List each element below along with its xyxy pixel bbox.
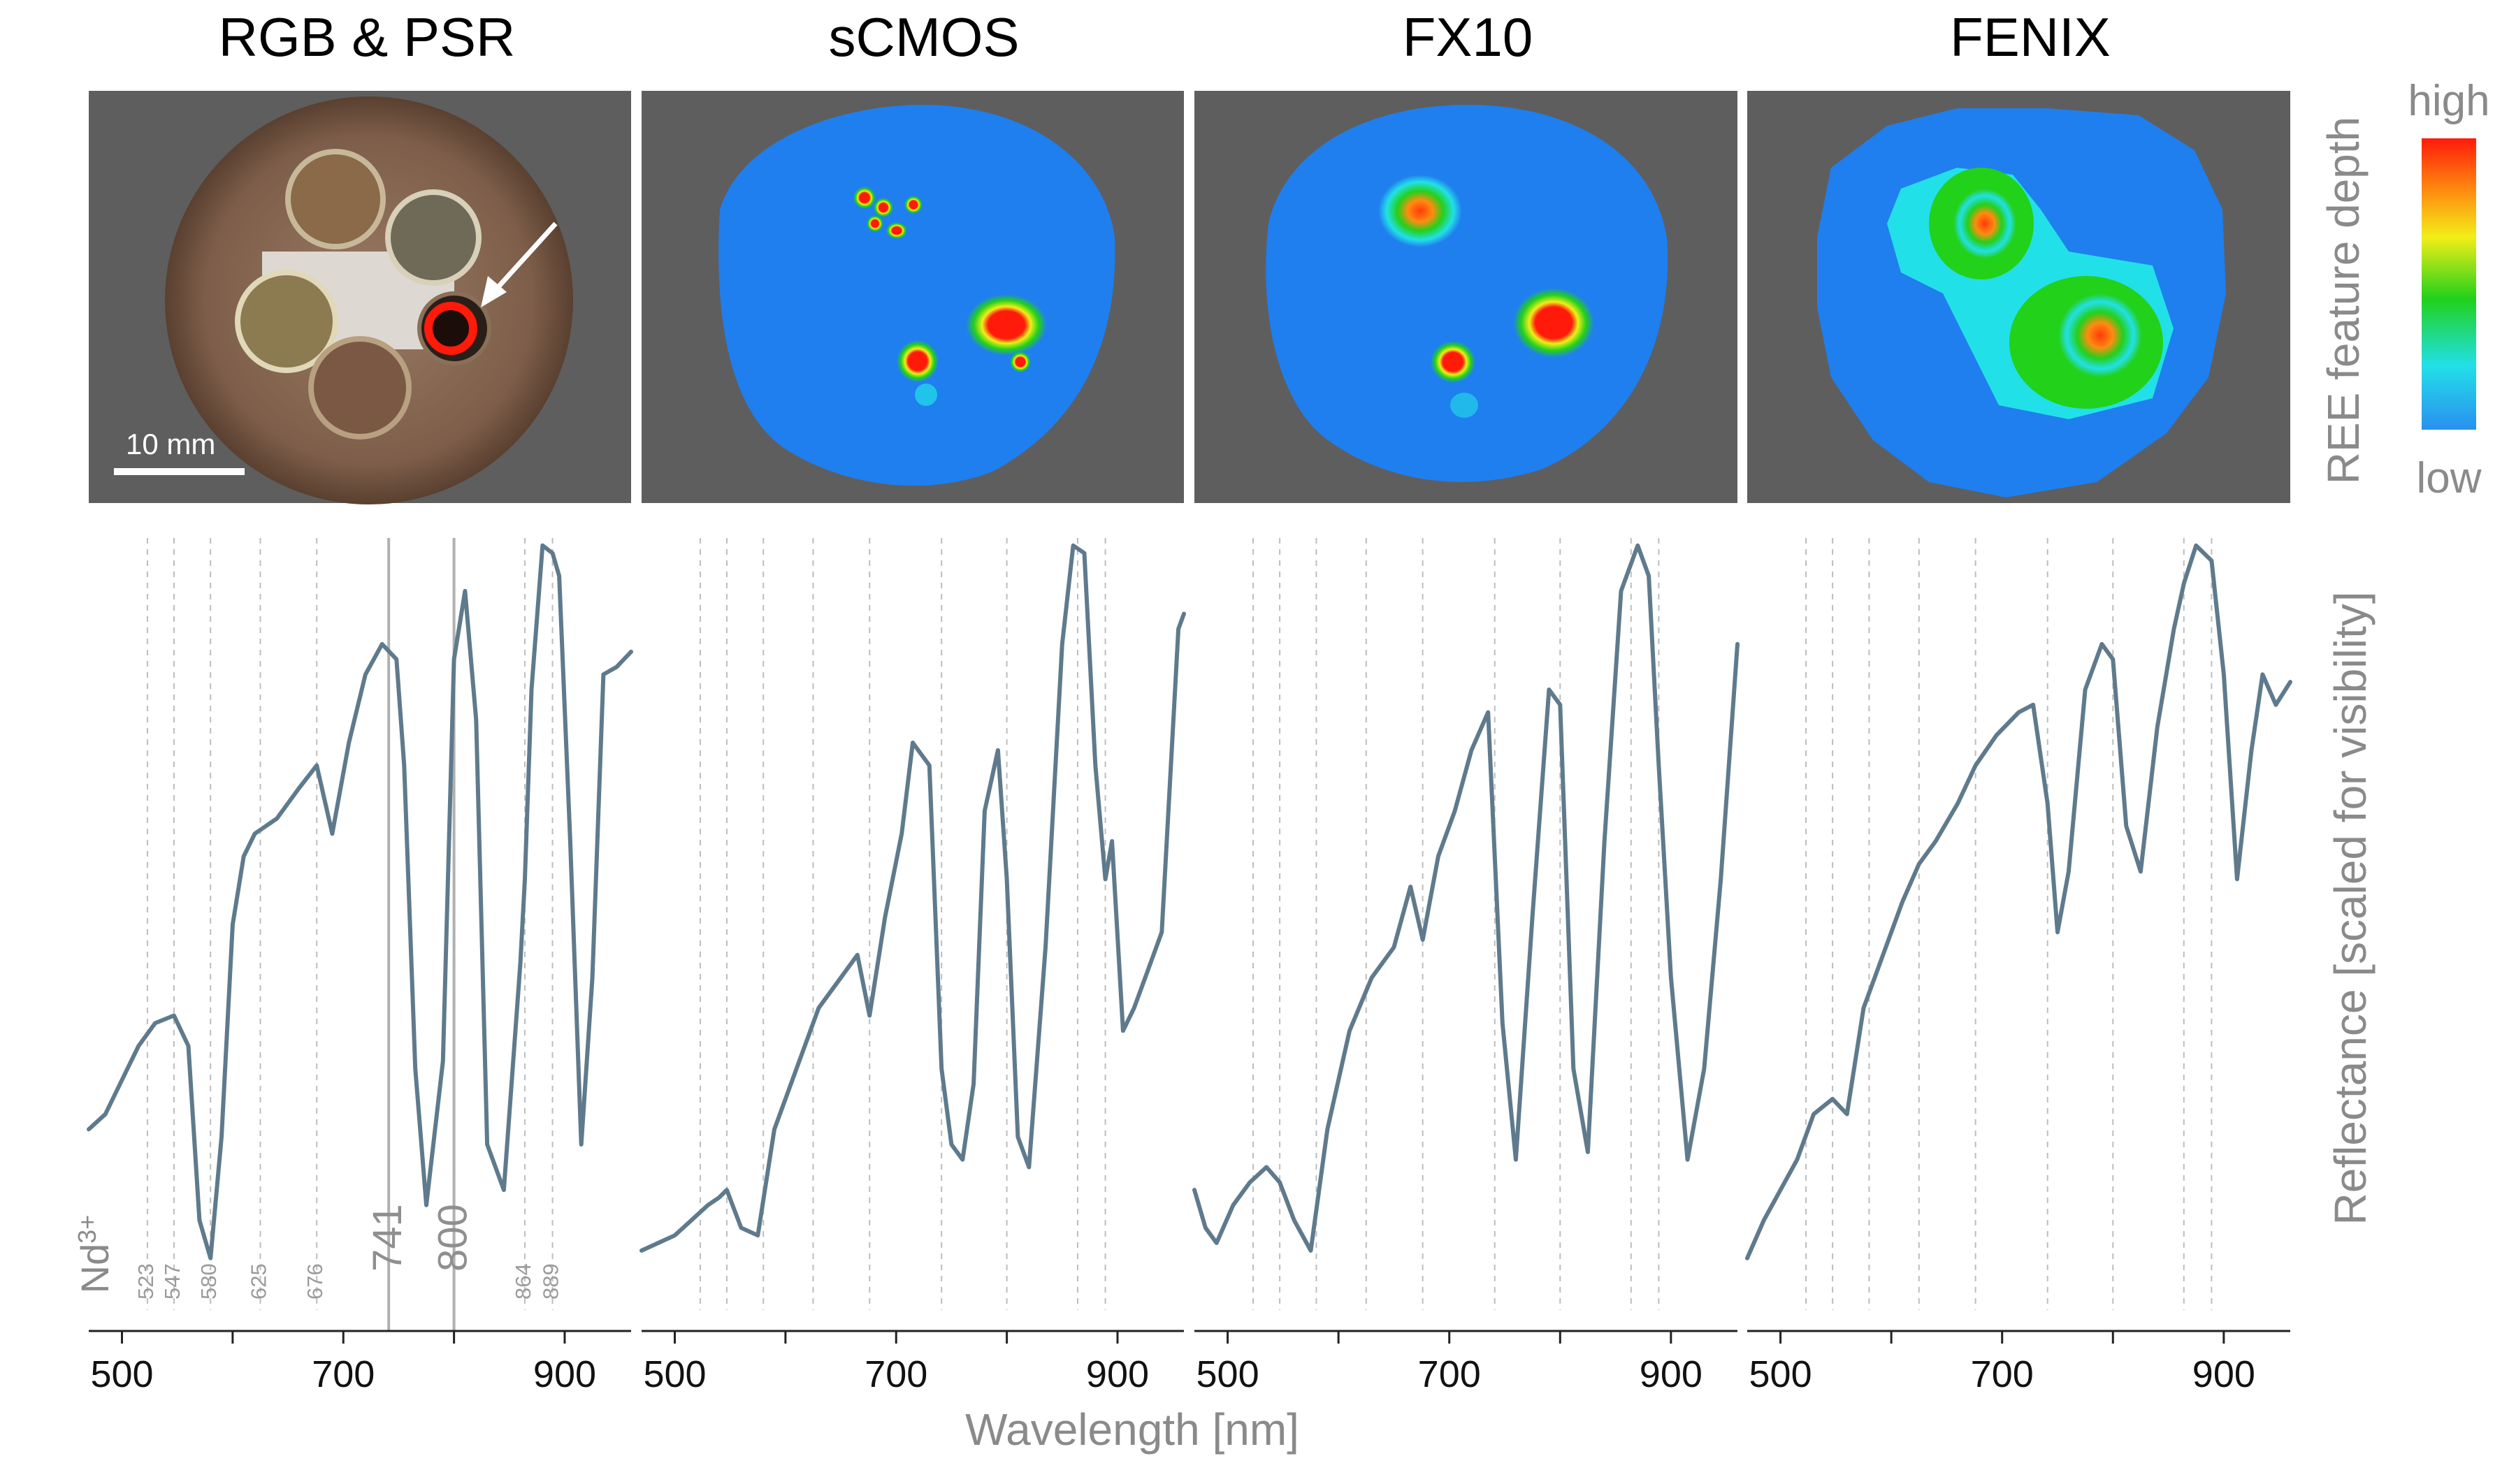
ion-label: Nd3+ bbox=[73, 1215, 117, 1294]
ree-hotspot bbox=[1378, 175, 1462, 247]
grain-well bbox=[308, 336, 412, 439]
ree-hotspot bbox=[2058, 293, 2142, 377]
absorption-label-864: 864 bbox=[511, 1263, 535, 1300]
x-tick-label-700: 700 bbox=[1971, 1353, 2034, 1395]
spectrum-panel-3: 500 700 900 bbox=[1192, 538, 1740, 1395]
spectrum-panel-1: 523 547 580 625 676 741 800 864 889 500 700 900 bbox=[87, 538, 633, 1395]
ree-hotspot bbox=[886, 222, 907, 239]
ree-hotspot bbox=[1431, 341, 1475, 383]
ree-weak-spot bbox=[1450, 393, 1478, 418]
target-grain-marker bbox=[424, 302, 477, 355]
spectrum-panel-2: 500 700 900 bbox=[639, 538, 1186, 1395]
ree-hotspot bbox=[874, 198, 893, 217]
spectra-panels: 523 547 580 625 676 741 800 864 889 500 700 900 500 7… bbox=[87, 538, 2292, 1395]
grain-well bbox=[285, 149, 386, 249]
colorbar-high-label: high bbox=[2408, 77, 2489, 125]
image-panels: 10 mm bbox=[89, 91, 2290, 504]
ree-hotspot bbox=[897, 340, 939, 382]
svg-text:Nd3+: Nd3+ bbox=[73, 1215, 117, 1294]
ree-hotspot bbox=[853, 187, 876, 209]
spectrum-line-4 bbox=[1745, 543, 2292, 1260]
x-tick-label-900: 900 bbox=[533, 1353, 596, 1395]
ree-hotspot bbox=[966, 294, 1047, 356]
absorption-label-676: 676 bbox=[303, 1263, 327, 1300]
spectrum-panel-4: 500 700 900 bbox=[1745, 538, 2292, 1395]
ree-hotspot bbox=[1513, 288, 1594, 358]
absorption-label-625: 625 bbox=[246, 1263, 270, 1300]
x-tick-label-900: 900 bbox=[1640, 1353, 1702, 1395]
ree-map-disk bbox=[718, 105, 1115, 486]
spectrum-line-2 bbox=[639, 543, 1186, 1253]
ion-symbol: Nd bbox=[73, 1244, 117, 1294]
rgb-photo-panel: 10 mm bbox=[89, 91, 631, 504]
ree-weak-spot bbox=[915, 384, 937, 406]
arrow-shaft bbox=[487, 221, 558, 299]
title-rgb-psr: RGB & PSR bbox=[219, 6, 516, 68]
ion-charge: 3+ bbox=[73, 1215, 101, 1244]
ree-map-disk bbox=[1266, 105, 1668, 482]
absorption-label-741: 741 bbox=[365, 1204, 410, 1272]
colorbar-axis-label: REE feature depth bbox=[2318, 117, 2369, 485]
grain-well bbox=[385, 189, 482, 286]
scale-bar-label: 10 mm bbox=[126, 428, 215, 460]
ree-hotspot bbox=[1010, 351, 1031, 372]
colorbar-low-label: low bbox=[2416, 454, 2481, 502]
x-tick-label-500: 500 bbox=[1749, 1353, 1812, 1395]
absorption-label-889: 889 bbox=[539, 1263, 563, 1300]
absorption-label-580: 580 bbox=[196, 1263, 221, 1300]
x-tick-label-700: 700 bbox=[312, 1353, 375, 1395]
y-axis-label: Reflectance [scaled for visibility] bbox=[2325, 591, 2376, 1225]
fx10-map-panel bbox=[1194, 91, 1737, 503]
title-scmos: sCMOS bbox=[829, 6, 1020, 68]
panel-titles: RGB & PSR sCMOS FX10 FENIX bbox=[219, 6, 2111, 68]
fenix-map-panel bbox=[1747, 91, 2290, 503]
ree-hotspot bbox=[867, 215, 883, 232]
x-tick-label-500: 500 bbox=[643, 1353, 706, 1395]
x-tick-label-500: 500 bbox=[90, 1353, 153, 1395]
x-tick-label-700: 700 bbox=[865, 1353, 927, 1395]
x-tick-label-500: 500 bbox=[1196, 1353, 1259, 1395]
absorption-label-547: 547 bbox=[160, 1263, 185, 1300]
absorption-label-523: 523 bbox=[133, 1263, 158, 1300]
ree-hotspot bbox=[904, 196, 923, 214]
grain-well bbox=[235, 270, 338, 373]
x-tick-label-900: 900 bbox=[2192, 1353, 2255, 1395]
title-fx10: FX10 bbox=[1403, 6, 1533, 68]
x-tick-label-700: 700 bbox=[1418, 1353, 1481, 1395]
colorbar: high low REE feature depth bbox=[2318, 77, 2490, 502]
title-fenix: FENIX bbox=[1950, 6, 2111, 68]
colorbar-gradient bbox=[2422, 138, 2476, 430]
scmos-map-panel bbox=[642, 91, 1184, 503]
spectrum-line-3 bbox=[1192, 543, 1740, 1253]
x-tick-label-900: 900 bbox=[1086, 1353, 1149, 1395]
arrow-head bbox=[481, 276, 507, 307]
x-axis-label: Wavelength [nm] bbox=[965, 1404, 1299, 1455]
spectrum-line-1 bbox=[87, 543, 633, 1260]
ree-hotspot bbox=[1953, 189, 2016, 259]
absorption-label-800: 800 bbox=[431, 1204, 476, 1272]
